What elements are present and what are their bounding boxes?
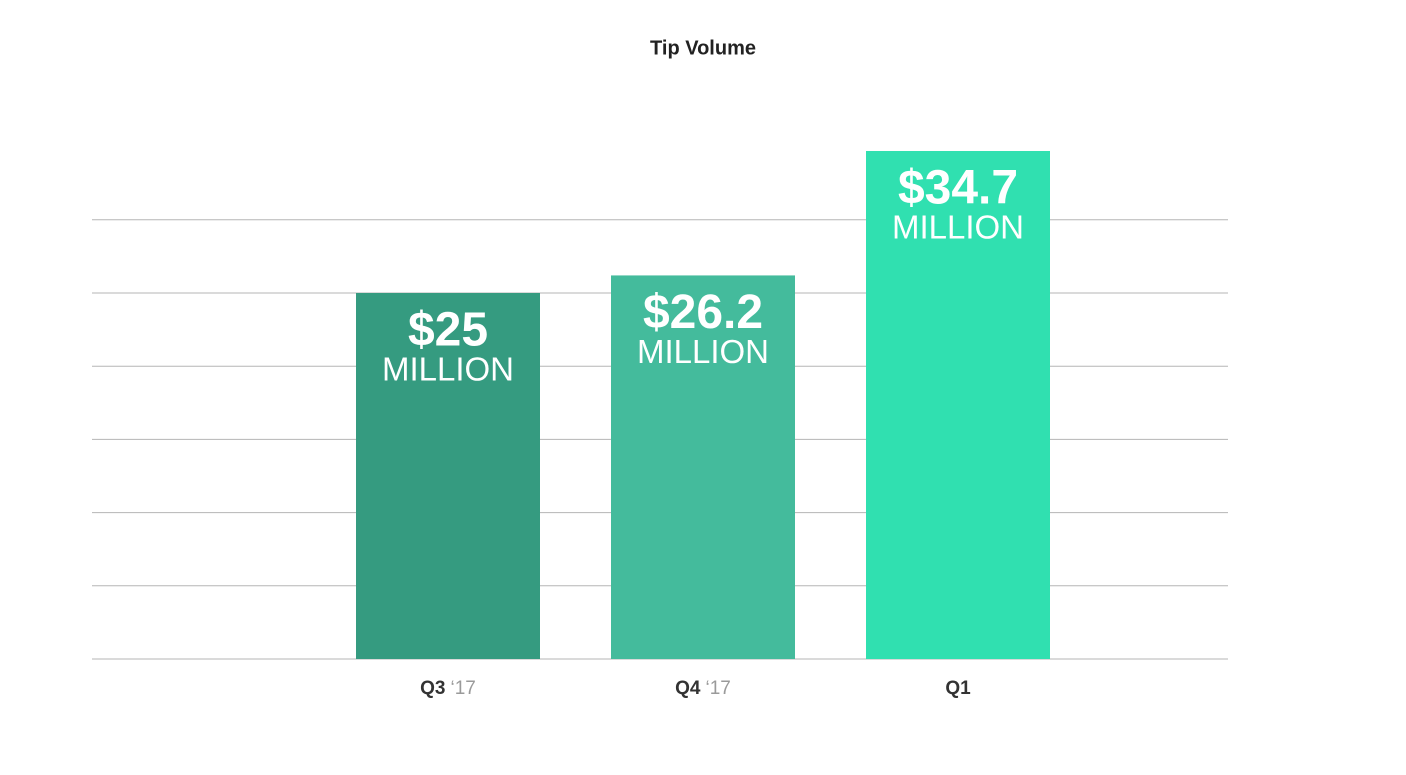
category-name: Q3 bbox=[420, 678, 445, 699]
bar bbox=[356, 293, 540, 659]
category-name: Q1 bbox=[945, 678, 971, 699]
bar bbox=[611, 275, 795, 659]
x-tick-label: Q4 ‘17 bbox=[675, 678, 731, 699]
x-tick-label: Q1 bbox=[945, 678, 971, 699]
category-year: ‘17 bbox=[706, 678, 731, 699]
value-label: $25 bbox=[408, 304, 488, 357]
category-name: Q4 bbox=[675, 678, 701, 699]
bar bbox=[866, 150, 1050, 659]
value-unit: MILLION bbox=[637, 333, 769, 370]
value-label: $34.7 bbox=[898, 162, 1018, 215]
x-tick-label: Q3 ‘17 bbox=[420, 678, 476, 699]
value-unit: MILLION bbox=[892, 209, 1024, 246]
chart-title: Tip Volume bbox=[650, 37, 756, 59]
value-label: $26.2 bbox=[643, 286, 763, 339]
category-year: ‘17 bbox=[451, 678, 476, 699]
value-unit: MILLION bbox=[382, 351, 514, 388]
